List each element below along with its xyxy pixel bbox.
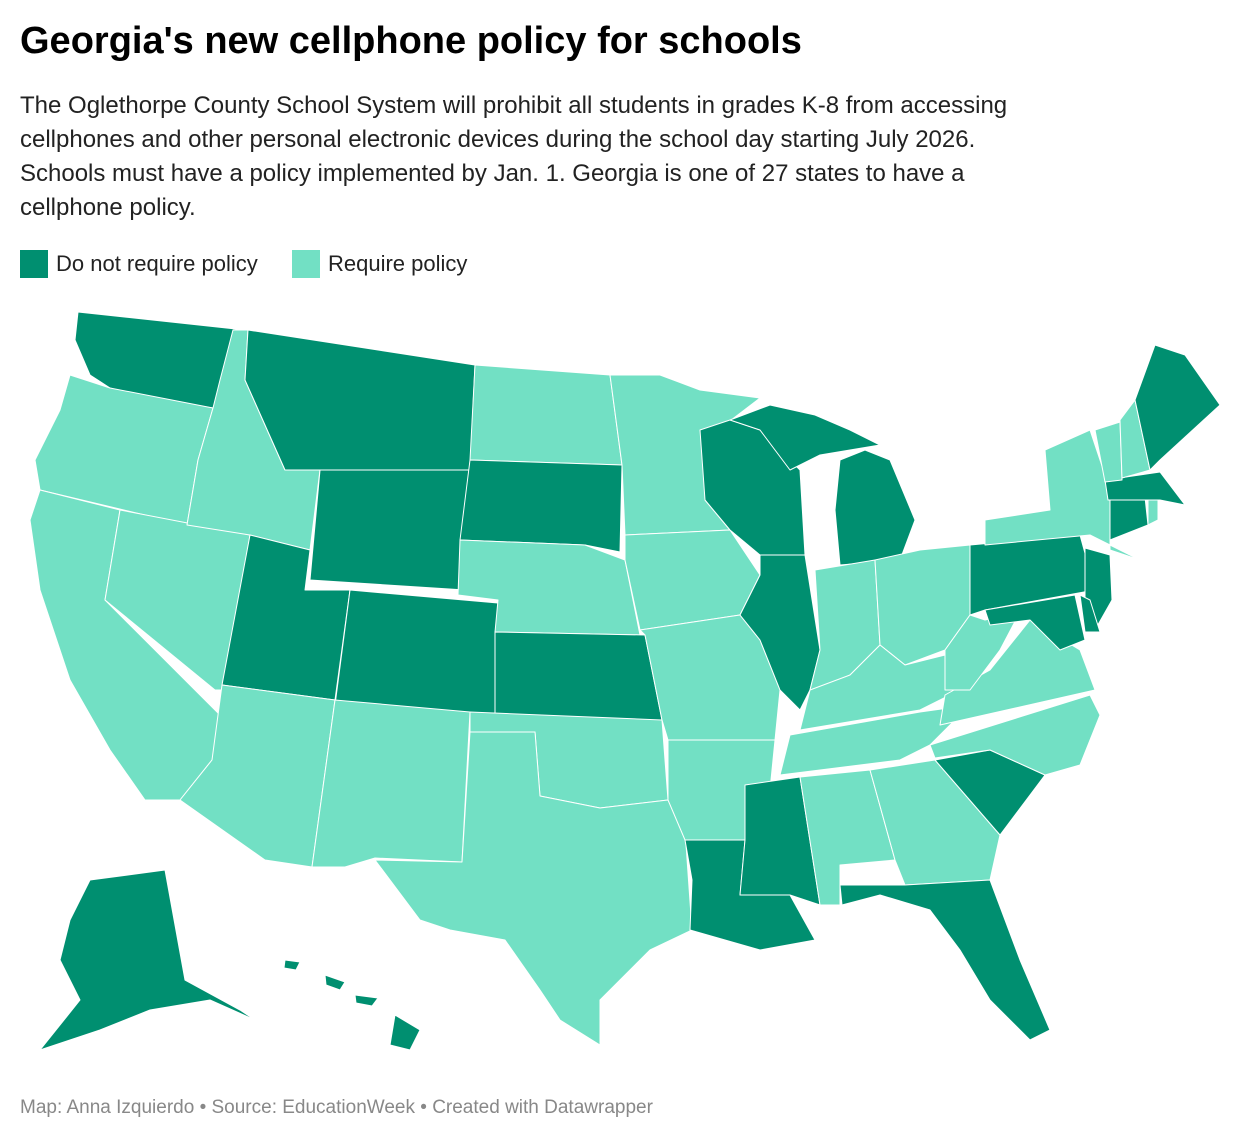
state-region — [389, 1014, 421, 1051]
state-region — [1094, 421, 1123, 483]
state-region — [354, 994, 379, 1007]
state-region — [469, 364, 623, 466]
legend-label: Require policy — [328, 251, 468, 276]
legend-swatch — [20, 250, 48, 278]
state-region — [1134, 344, 1221, 471]
state-region — [309, 469, 471, 591]
state-region — [244, 329, 476, 471]
state-region — [834, 449, 916, 566]
state-region — [1147, 499, 1159, 526]
state-region — [39, 869, 256, 1051]
state-region — [334, 589, 499, 721]
legend-item: Require policy — [292, 250, 467, 278]
state-region — [494, 631, 663, 721]
legend-label: Do not require policy — [56, 251, 258, 276]
state-region — [1079, 594, 1101, 633]
state-region — [944, 611, 1021, 691]
state-region — [283, 959, 301, 971]
state-region — [1109, 496, 1149, 541]
state-region — [311, 699, 471, 868]
state-region — [929, 694, 1101, 776]
subtitle-line: cellphones and other personal electronic… — [20, 126, 976, 153]
footer: Map: Anna Izquierdo • Source: EducationW… — [20, 1097, 653, 1118]
state-region — [324, 974, 346, 991]
state-region — [729, 404, 881, 471]
state-region — [839, 879, 1051, 1041]
state-region — [459, 459, 623, 553]
state-region — [374, 731, 693, 1046]
title: Georgia's new cellphone policy for schoo… — [20, 20, 802, 62]
state-region — [1104, 471, 1186, 506]
subtitle-line: The Oglethorpe County School System will… — [20, 92, 1008, 119]
legend-item: Do not require policy — [20, 250, 258, 278]
state-region — [984, 594, 1086, 651]
state-region — [739, 554, 821, 711]
subtitle-line: cellphone policy. — [20, 194, 196, 221]
legend-swatch — [292, 250, 320, 278]
subtitle-line: Schools must have a policy implemented b… — [20, 160, 965, 187]
